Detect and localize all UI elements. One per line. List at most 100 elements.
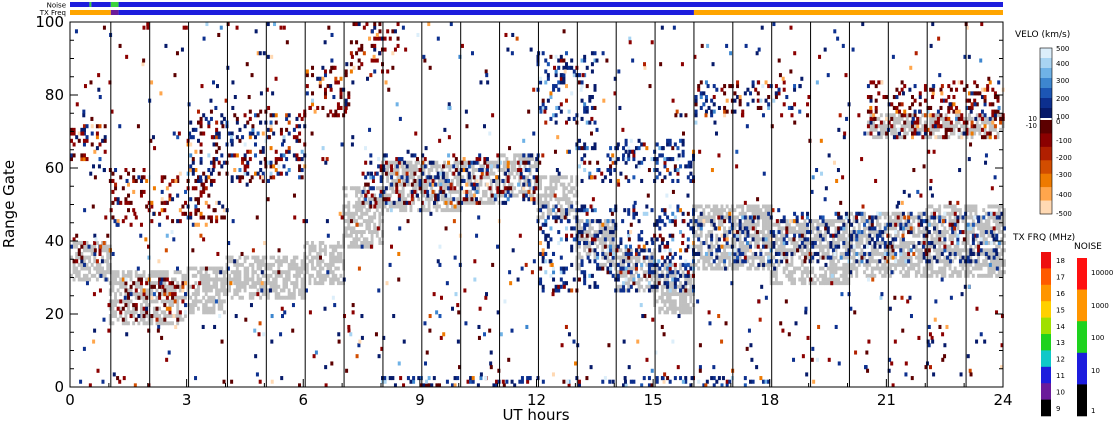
velocity-echo-cell [202, 215, 206, 220]
ground-scatter-cell [570, 200, 574, 205]
ground-scatter-cell [233, 288, 237, 293]
velocity-echo-cell [577, 241, 581, 246]
ground-scatter-cell [583, 230, 587, 234]
ground-scatter-cell [733, 255, 737, 260]
ground-scatter-cell [256, 266, 260, 271]
velocity-echo-cell [570, 65, 574, 70]
velocity-echo-cell [217, 200, 221, 205]
ground-scatter-cell [982, 222, 986, 227]
velocity-echo-cell [282, 135, 286, 140]
ground-scatter-cell [520, 157, 524, 161]
ground-scatter-cell [357, 230, 361, 234]
velocity-echo-cell [101, 138, 105, 143]
velocity-echo-cell [559, 109, 563, 114]
ground-scatter-cell [992, 262, 996, 267]
ground-scatter-cell [899, 215, 903, 220]
ground-scatter-cell [489, 197, 493, 202]
velocity-echo-cell [593, 237, 597, 242]
ground-scatter-cell [935, 273, 939, 278]
ground-scatter-cell [852, 262, 856, 267]
ground-scatter-cell [974, 204, 978, 209]
ground-scatter-cell [331, 248, 335, 253]
velocity-echo-cell [191, 157, 195, 162]
ground-scatter-cell [238, 295, 242, 300]
ground-scatter-cell [254, 259, 257, 264]
ground-scatter-cell [876, 266, 879, 271]
ground-scatter-cell [129, 277, 133, 282]
ground-scatter-cell [114, 299, 117, 304]
velocity-echo-cell [371, 175, 375, 180]
ground-scatter-cell [277, 255, 281, 260]
ground-scatter-cell [217, 266, 221, 271]
velocity-echo-cell [689, 164, 693, 169]
velocity-echo-cell [596, 255, 600, 260]
velocity-echo-cell [585, 222, 589, 227]
ground-scatter-cell [907, 270, 910, 275]
velocity-echo-cell [160, 208, 164, 213]
velocity-echo-cell [160, 189, 164, 194]
ground-scatter-cell [870, 270, 874, 275]
ground-scatter-cell [891, 219, 895, 224]
ground-scatter-cell [850, 266, 853, 271]
velocity-echo-cell [248, 109, 252, 114]
ground-scatter-cell [235, 281, 239, 286]
ground-scatter-cell [920, 248, 923, 253]
ground-scatter-cell [544, 186, 548, 191]
ground-scatter-cell [895, 116, 899, 121]
ground-scatter-cell [422, 208, 426, 213]
ground-scatter-cell [176, 295, 180, 300]
ground-scatter-cell [852, 248, 856, 253]
ground-scatter-cell [650, 251, 654, 256]
ground-scatter-cell [233, 262, 237, 267]
ground-scatter-cell [694, 244, 698, 249]
velocity-echo-cell [642, 255, 646, 260]
ground-scatter-cell [479, 197, 483, 202]
velocity-echo-cell [72, 131, 76, 136]
velocity-echo-cell [191, 168, 195, 173]
ground-scatter-cell [922, 270, 926, 275]
ground-scatter-cell [681, 310, 685, 315]
ground-scatter-cell [305, 241, 309, 245]
ground-scatter-cell [715, 208, 719, 213]
velocity-echo-cell [194, 204, 198, 209]
ground-scatter-cell [422, 204, 426, 209]
ground-scatter-cell [95, 277, 99, 282]
ground-scatter-cell [806, 248, 809, 253]
ground-scatter-cell [365, 244, 369, 249]
ground-scatter-cell [894, 211, 898, 216]
ground-scatter-cell [671, 273, 675, 278]
ground-scatter-cell [901, 244, 905, 249]
velocity-echo-cell [541, 204, 545, 209]
ground-scatter-cell [936, 135, 940, 140]
ground-scatter-cell [308, 251, 312, 256]
ground-scatter-cell [1000, 273, 1004, 278]
velocity-echo-cell [668, 142, 672, 147]
ground-scatter-cell [728, 208, 732, 213]
ground-scatter-cell [471, 168, 475, 172]
velocity-echo-cell [254, 142, 257, 147]
velocity-echo-cell [640, 178, 644, 183]
status-bar-segment [118, 10, 694, 15]
velocity-echo-cell [204, 116, 208, 121]
ground-scatter-cell [502, 182, 506, 187]
velocity-echo-cell [428, 189, 432, 194]
ground-scatter-cell [660, 270, 664, 275]
velocity-echo-cell [624, 160, 628, 165]
ground-scatter-cell [165, 273, 169, 278]
velocity-echo-cell [588, 259, 592, 264]
ground-scatter-cell [988, 120, 992, 125]
ground-scatter-cell [872, 135, 876, 140]
ground-scatter-cell [222, 299, 226, 304]
velocity-echo-cell [627, 288, 631, 293]
ground-scatter-cell [969, 215, 973, 220]
ground-scatter-cell [482, 200, 485, 205]
ground-scatter-cell [704, 215, 708, 220]
velocity-echo-cell [475, 157, 479, 162]
velocity-echo-cell [637, 146, 641, 151]
ground-scatter-cell [1000, 241, 1004, 245]
velocity-echo-cell [434, 182, 438, 187]
velocity-echo-cell [230, 142, 234, 147]
ground-scatter-cell [953, 255, 957, 260]
ground-scatter-cell [813, 226, 817, 231]
velocity-echo-cell [184, 200, 188, 205]
